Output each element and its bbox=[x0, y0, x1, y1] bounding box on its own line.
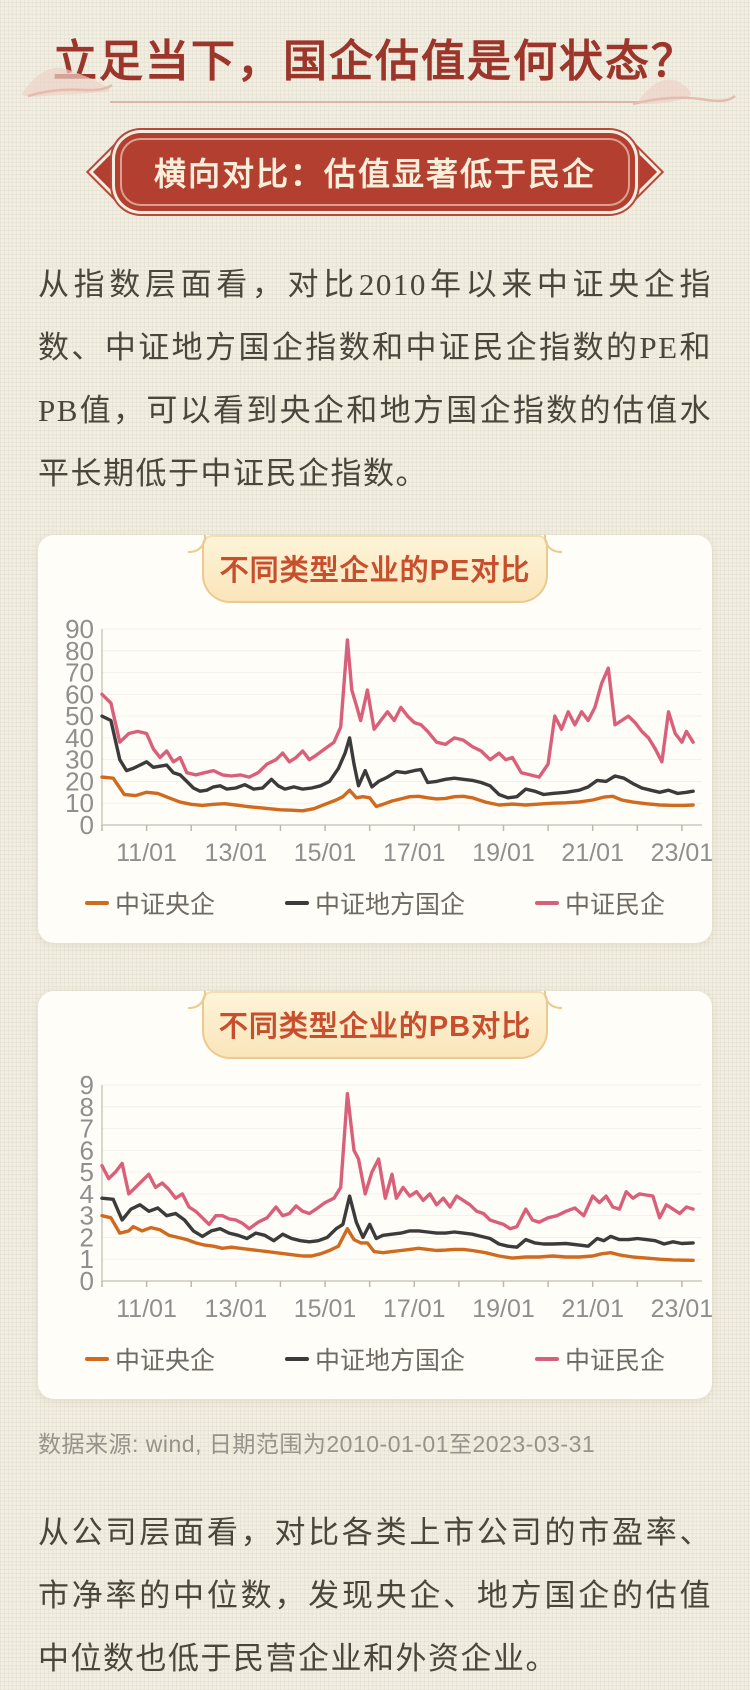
title-underline bbox=[110, 101, 640, 103]
svg-text:9: 9 bbox=[80, 1070, 94, 1100]
section-badge: 横向对比：估值显著低于民企 bbox=[114, 133, 635, 211]
svg-text:50: 50 bbox=[65, 701, 94, 731]
pe-chart-legend: 中证央企 中证地方国企 中证民企 bbox=[38, 885, 712, 921]
svg-text:80: 80 bbox=[65, 636, 94, 666]
legend-item: 中证民企 bbox=[535, 1341, 665, 1377]
svg-text:20: 20 bbox=[65, 766, 94, 796]
data-source-note: 数据来源: wind, 日期范围为2010-01-01至2023-03-31 bbox=[38, 1431, 596, 1457]
pb-chart-legend: 中证央企 中证地方国企 中证民企 bbox=[38, 1341, 712, 1377]
legend-item: 中证地方国企 bbox=[284, 1341, 465, 1377]
svg-text:8: 8 bbox=[80, 1092, 94, 1122]
svg-text:15/01: 15/01 bbox=[294, 839, 357, 867]
svg-text:21/01: 21/01 bbox=[561, 1295, 624, 1323]
svg-text:0: 0 bbox=[80, 1266, 94, 1296]
legend-item: 中证民企 bbox=[535, 885, 665, 921]
pe-chart-card: 不同类型企业的PE对比 0 10 20 30 40 50 60 70 80 90 11/01 13/0… bbox=[38, 535, 714, 943]
svg-text:10: 10 bbox=[65, 788, 94, 818]
svg-text:17/01: 17/01 bbox=[383, 1295, 446, 1323]
svg-text:0: 0 bbox=[80, 810, 94, 840]
svg-text:23/01: 23/01 bbox=[651, 1295, 714, 1323]
svg-text:13/01: 13/01 bbox=[205, 839, 268, 867]
svg-text:23/01: 23/01 bbox=[651, 839, 714, 867]
private-swatch bbox=[535, 901, 559, 905]
cloud-decoration-right bbox=[632, 79, 736, 106]
svg-text:4: 4 bbox=[80, 1179, 94, 1209]
svg-text:90: 90 bbox=[65, 614, 94, 644]
svg-text:17/01: 17/01 bbox=[383, 839, 446, 867]
cloud-decoration-left bbox=[22, 67, 113, 98]
svg-text:2: 2 bbox=[80, 1222, 94, 1252]
legend-item: 中证央企 bbox=[84, 1341, 215, 1377]
svg-text:30: 30 bbox=[65, 745, 94, 775]
svg-text:40: 40 bbox=[65, 723, 94, 753]
central-soe-swatch bbox=[84, 901, 109, 905]
pe-chart-title-banner: 不同类型企业的PE对比 bbox=[188, 535, 562, 603]
svg-text:15/01: 15/01 bbox=[294, 1295, 357, 1323]
pe-chart-title: 不同类型企业的PE对比 bbox=[219, 555, 531, 587]
pb-chart-card: 不同类型企业的PB对比 0 1 2 3 4 5 6 7 8 9 11/01 13/01 15/01 17/… bbox=[38, 991, 714, 1399]
svg-text:6: 6 bbox=[80, 1135, 94, 1165]
outro-paragraph: 从公司层面看，对比各类上市公司的市盈率、市净率的中位数，发现央企、地方国企的估值… bbox=[38, 1515, 712, 1676]
page-title: 立足当下，国企估值是何状态？ bbox=[53, 37, 697, 86]
svg-text:19/01: 19/01 bbox=[472, 1295, 535, 1323]
svg-text:5: 5 bbox=[80, 1157, 94, 1187]
svg-text:7: 7 bbox=[80, 1114, 94, 1144]
section-badge-label: 横向对比：估值显著低于民企 bbox=[119, 138, 630, 206]
legend-item: 中证央企 bbox=[84, 885, 215, 921]
svg-text:70: 70 bbox=[65, 658, 94, 688]
svg-text:11/01: 11/01 bbox=[116, 839, 177, 867]
svg-text:3: 3 bbox=[80, 1201, 94, 1231]
central-soe-swatch bbox=[84, 1357, 109, 1361]
svg-text:11/01: 11/01 bbox=[116, 1295, 177, 1323]
pb-chart-title-banner: 不同类型企业的PB对比 bbox=[188, 991, 562, 1059]
svg-text:21/01: 21/01 bbox=[561, 839, 624, 867]
svg-text:60: 60 bbox=[65, 679, 94, 709]
article-header: 立足当下，国企估值是何状态？ 横向对比：估值显著低于民企 bbox=[0, 0, 750, 211]
local-soe-swatch bbox=[284, 1357, 309, 1361]
svg-text:13/01: 13/01 bbox=[205, 1295, 268, 1323]
svg-text:1: 1 bbox=[80, 1244, 94, 1274]
svg-text:19/01: 19/01 bbox=[472, 839, 535, 867]
intro-paragraph: 从指数层面看，对比2010年以来中证央企指数、中证地方国企指数和中证民企指数的P… bbox=[38, 267, 712, 491]
legend-item: 中证地方国企 bbox=[284, 885, 465, 921]
private-swatch bbox=[535, 1357, 559, 1361]
pb-chart-title: 不同类型企业的PB对比 bbox=[218, 1011, 532, 1043]
local-soe-swatch bbox=[284, 901, 309, 905]
